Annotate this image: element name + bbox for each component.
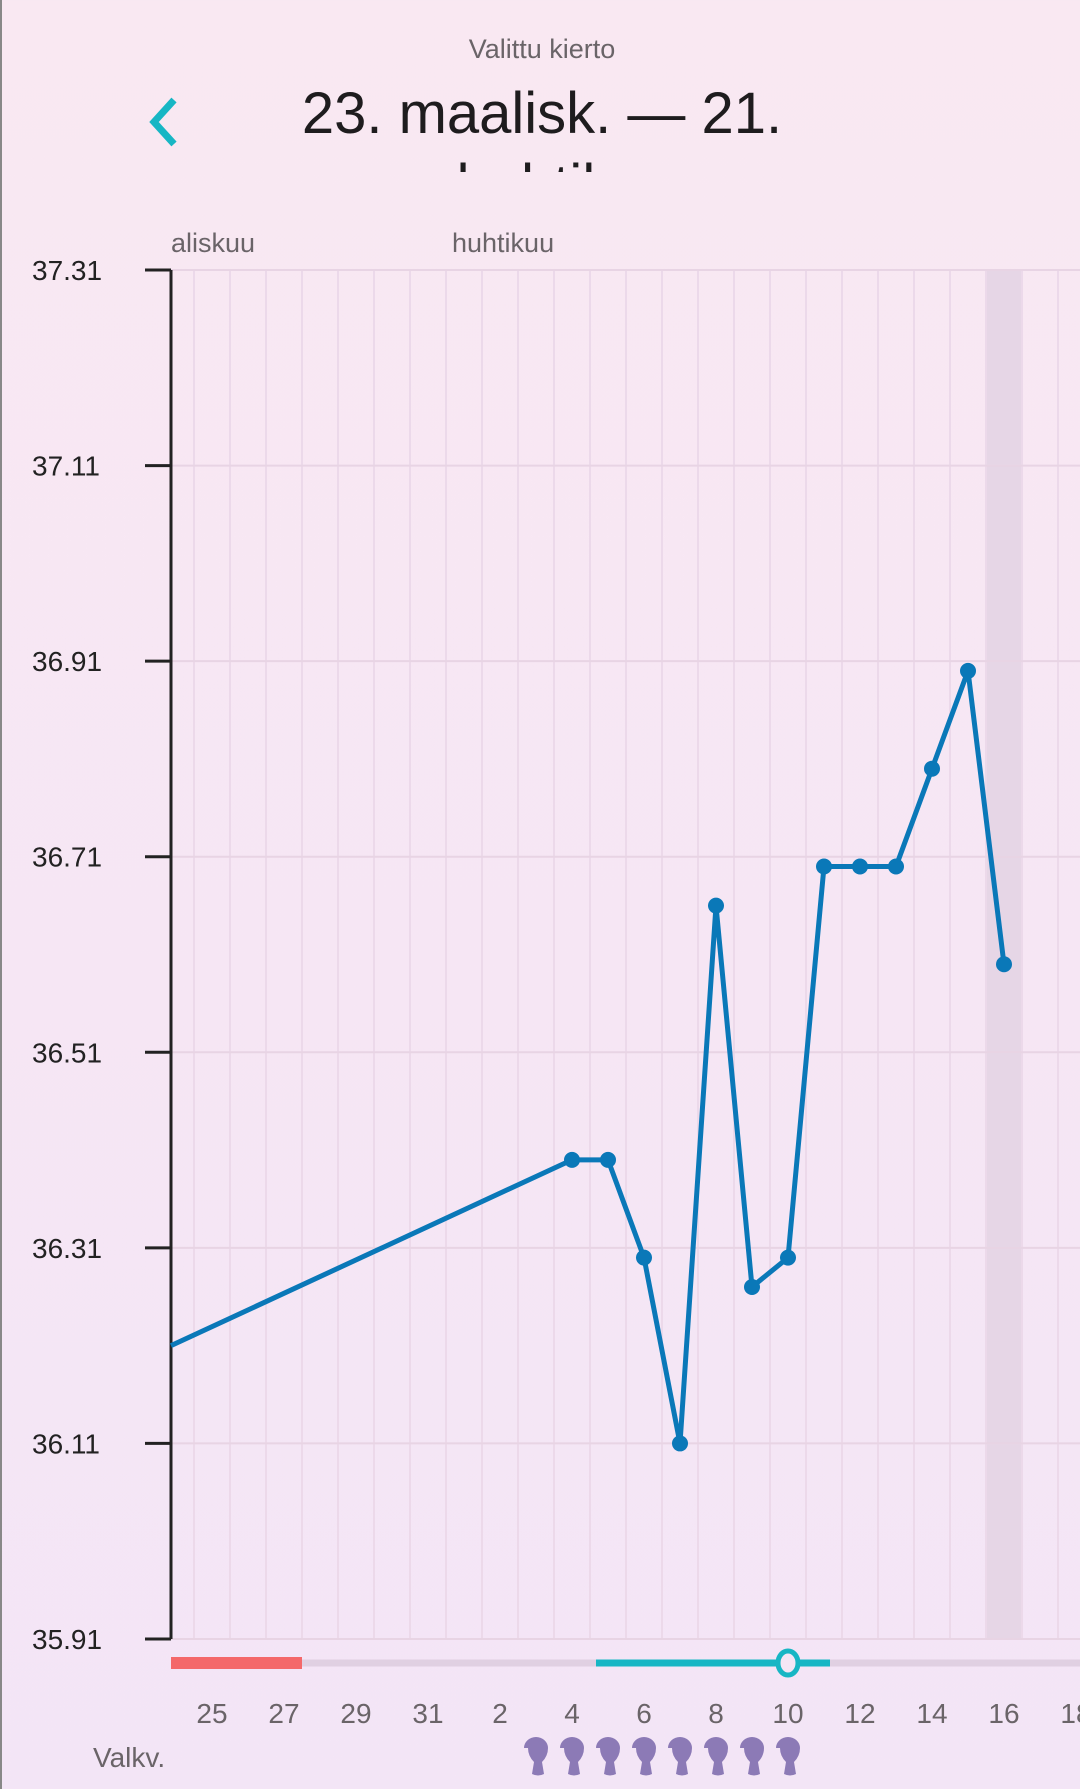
- x-tick-label: 2: [492, 1698, 508, 1729]
- x-tick-label: 10: [772, 1698, 803, 1729]
- y-tick-label: 36.91: [32, 646, 102, 677]
- y-tick-label: 36.71: [32, 842, 102, 873]
- month-label: aliskuu: [171, 228, 256, 258]
- temperature-point: [816, 858, 832, 875]
- x-tick-label: 25: [196, 1698, 227, 1729]
- cervical-mucus-icon: [668, 1737, 692, 1776]
- temperature-point: [924, 760, 940, 777]
- cervical-mucus-icon: [596, 1737, 620, 1776]
- temperature-point: [600, 1151, 616, 1168]
- month-label: huhtikuu: [452, 228, 555, 258]
- temperature-point: [996, 956, 1012, 973]
- period-bar: [171, 1657, 302, 1669]
- x-tick-label: 12: [844, 1698, 875, 1729]
- temperature-point: [672, 1435, 688, 1452]
- y-tick-label: 37.11: [32, 451, 100, 482]
- cervical-mucus-icon: [632, 1737, 656, 1776]
- cervical-mucus-icon: [740, 1737, 764, 1776]
- temperature-point: [708, 897, 724, 914]
- temperature-point: [744, 1278, 760, 1295]
- cycle-title: 23. maalisk. — 21. huhtik.: [242, 78, 842, 172]
- temperature-point: [564, 1151, 580, 1168]
- x-tick-label: 27: [268, 1698, 299, 1729]
- header-subtitle: Valittu kierto: [468, 34, 616, 64]
- x-tick-label: 6: [636, 1698, 652, 1729]
- y-tick-label: 35.91: [32, 1624, 102, 1655]
- back-button[interactable]: [142, 92, 192, 152]
- chevron-left-icon: [149, 97, 177, 147]
- x-tick-label: 14: [916, 1698, 947, 1729]
- y-tick-label: 36.11: [32, 1428, 100, 1459]
- x-tick-label: 31: [412, 1698, 443, 1729]
- y-tick-label: 36.51: [32, 1037, 102, 1068]
- x-tick-label: 8: [708, 1698, 724, 1729]
- temperature-point: [636, 1249, 652, 1266]
- temperature-line: [169, 668, 1007, 1446]
- cycle-date-range: 23. maalisk. — 21. huhtik.: [301, 81, 783, 172]
- cervical-mucus-icon: [776, 1737, 800, 1776]
- cervical-mucus-icon: [560, 1737, 584, 1776]
- mucus-row-label: Valkv.: [93, 1742, 166, 1773]
- temperature-point: [888, 858, 904, 875]
- x-tick-label: 16: [988, 1698, 1019, 1729]
- x-tick-label: 29: [340, 1698, 371, 1729]
- x-tick-label: 4: [564, 1698, 580, 1729]
- cervical-mucus-icon: [704, 1737, 728, 1776]
- temperature-point: [852, 858, 868, 875]
- y-tick-label: 36.31: [32, 1233, 102, 1264]
- temperature-point: [960, 662, 976, 679]
- x-tick-label: 18: [1060, 1698, 1080, 1729]
- temperature-point: [780, 1249, 796, 1266]
- ovulation-marker: [775, 1648, 801, 1678]
- cervical-mucus-icon: [524, 1737, 548, 1776]
- y-tick-label: 37.31: [32, 255, 102, 286]
